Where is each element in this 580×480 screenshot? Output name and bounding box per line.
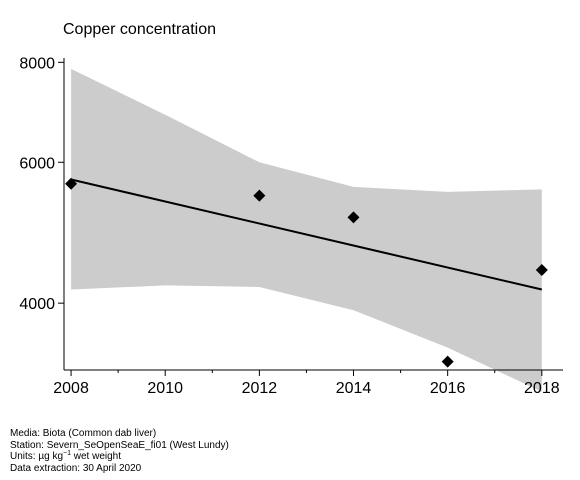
footer-media: Media: Biota (Common dab liver) bbox=[10, 428, 157, 439]
y-tick-label: 4000 bbox=[19, 296, 55, 313]
footer-units-prefix: Units: µg kg bbox=[10, 451, 64, 462]
x-tick-label: 2012 bbox=[242, 380, 278, 397]
footer-extraction: Data extraction: 30 April 2020 bbox=[10, 462, 142, 474]
x-tick-label: 2010 bbox=[147, 380, 183, 397]
footer-units-suffix: wet weight bbox=[71, 451, 122, 462]
x-tick-label: 2014 bbox=[336, 380, 372, 397]
data-point bbox=[65, 177, 78, 190]
chart-title: Copper concentration bbox=[63, 21, 216, 38]
footer-notes: Media: Biota (Common dab liver) Station:… bbox=[10, 428, 229, 474]
y-tick-label: 6000 bbox=[19, 155, 55, 172]
data-point bbox=[441, 355, 454, 368]
x-tick-label: 2016 bbox=[430, 380, 466, 397]
data-point bbox=[253, 189, 266, 202]
data-point bbox=[535, 264, 548, 277]
footer-units-exponent: −1 bbox=[63, 450, 71, 457]
footer-units: Units: µg kg−1 wet weight bbox=[10, 450, 229, 463]
x-tick-label: 2018 bbox=[524, 380, 560, 397]
trend-line bbox=[70, 178, 543, 291]
axes: 2008 2010 2012 2014 2016 2018 4000 6000 8000 bbox=[19, 55, 563, 397]
x-tick-label: 2008 bbox=[53, 380, 89, 397]
footer-station: Station: Severn_SeOpenSeaE_fi01 (West Lu… bbox=[10, 439, 229, 451]
y-tick-label: 8000 bbox=[19, 55, 55, 72]
data-point bbox=[347, 211, 360, 224]
confidence-band bbox=[71, 68, 542, 392]
